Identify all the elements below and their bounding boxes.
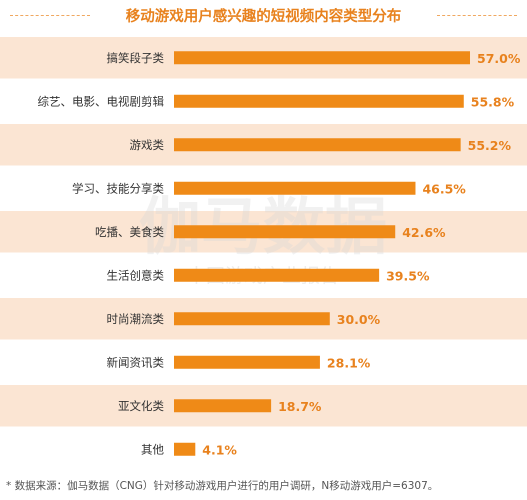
bar — [174, 399, 272, 413]
bar — [174, 355, 320, 369]
bar — [174, 51, 470, 65]
value-label: 42.6% — [402, 225, 446, 240]
title-area: 移动游戏用户感兴趣的短视频内容类型分布 — [0, 0, 527, 32]
bar — [174, 225, 396, 239]
value-label: 55.8% — [471, 94, 515, 109]
bar — [174, 442, 196, 456]
title-decoration-left — [10, 15, 90, 16]
category-label: 吃播、美食类 — [95, 225, 164, 239]
category-label: 生活创意类 — [107, 268, 165, 282]
value-label: 18.7% — [278, 399, 322, 414]
bar — [174, 312, 330, 326]
category-label: 学习、技能分享类 — [72, 181, 164, 195]
value-label: 46.5% — [422, 181, 466, 196]
bar — [174, 268, 380, 282]
bar — [174, 181, 416, 195]
value-label: 30.0% — [337, 312, 381, 327]
title-decoration-right — [437, 15, 517, 16]
category-label: 亚文化类 — [118, 399, 164, 413]
category-label: 新闻资讯类 — [107, 355, 165, 369]
chart-title: 移动游戏用户感兴趣的短视频内容类型分布 — [125, 9, 402, 25]
category-label: 其他 — [141, 442, 164, 456]
value-label: 39.5% — [386, 268, 430, 283]
category-label: 游戏类 — [130, 138, 165, 152]
value-label: 55.2% — [468, 138, 512, 153]
bar — [174, 138, 461, 152]
category-label: 搞笑段子类 — [107, 51, 165, 65]
category-label: 时尚潮流类 — [107, 312, 165, 326]
bar — [174, 94, 464, 108]
footnote: * 数据来源：伽马数据（CNG）针对移动游戏用户进行的用户调研，N移动游戏用户=… — [6, 480, 439, 492]
value-label: 4.1% — [202, 442, 237, 457]
category-label: 综艺、电影、电视剧剪辑 — [38, 94, 165, 108]
value-label: 57.0% — [477, 51, 521, 66]
value-label: 28.1% — [327, 355, 371, 370]
bar-chart: 伽马数据中国游戏产业报告搞笑段子类57.0%综艺、电影、电视剧剪辑55.8%游戏… — [0, 37, 527, 457]
